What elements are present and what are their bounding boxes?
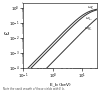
Text: $\omega_{M_V}$: $\omega_{M_V}$ [84, 25, 93, 33]
X-axis label: E_b (keV): E_b (keV) [50, 83, 70, 86]
Text: $\omega_K$: $\omega_K$ [87, 5, 94, 12]
Y-axis label: ω: ω [4, 31, 9, 36]
Text: Note the rapid growth of these yields with E_b.: Note the rapid growth of these yields wi… [3, 87, 65, 90]
Text: $\omega_{L_{III}}$: $\omega_{L_{III}}$ [85, 15, 93, 23]
